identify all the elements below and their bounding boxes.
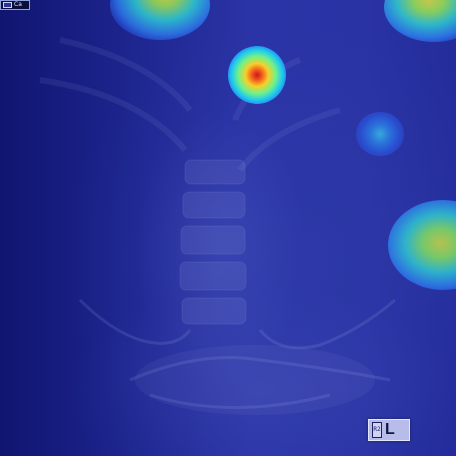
side-marker-letter: L: [385, 421, 395, 438]
image-overlay-tag: Ca: [0, 0, 30, 10]
side-marker: R2 L: [368, 419, 410, 441]
overlay-tag-text: Ca: [14, 1, 22, 8]
image-tag-icon: [3, 2, 12, 8]
hotspot-right-middle: [356, 112, 404, 156]
hotspot-upper-center: [228, 46, 286, 104]
side-marker-subtext: R2: [372, 422, 382, 438]
